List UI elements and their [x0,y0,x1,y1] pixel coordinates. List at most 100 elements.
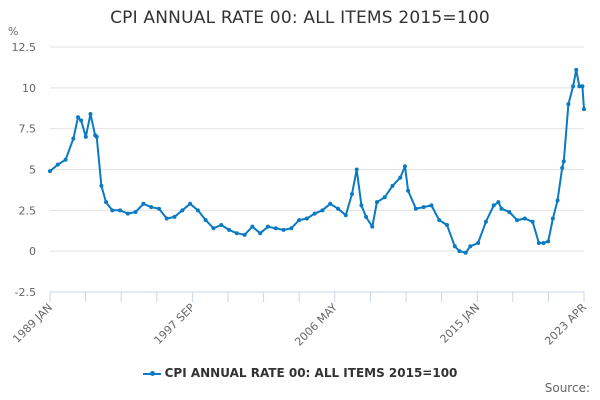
data-point[interactable] [281,227,286,232]
data-point[interactable] [203,218,208,223]
data-point[interactable] [566,102,571,107]
data-point[interactable] [370,224,375,229]
data-point[interactable] [328,201,333,206]
data-point[interactable] [320,208,325,213]
y-tick-label: 12.5 [12,41,37,54]
data-point[interactable] [94,134,99,139]
data-point[interactable] [437,218,442,223]
data-point[interactable] [55,162,60,167]
data-point[interactable] [188,201,193,206]
data-point[interactable] [561,159,566,164]
data-point[interactable] [141,201,146,206]
data-point[interactable] [312,211,317,216]
data-point[interactable] [413,206,418,211]
data-point[interactable] [515,218,520,223]
data-point[interactable] [242,232,247,237]
data-point[interactable] [374,200,379,205]
legend-label: CPI ANNUAL RATE 00: ALL ITEMS 2015=100 [164,366,458,380]
data-point[interactable] [354,167,359,172]
data-point[interactable] [550,216,555,221]
data-point[interactable] [110,208,115,213]
data-point[interactable] [227,227,232,232]
data-point[interactable] [164,216,169,221]
data-point[interactable] [496,200,501,205]
data-point[interactable] [180,208,185,213]
data-point[interactable] [336,206,341,211]
data-point[interactable] [289,226,294,231]
y-tick-label: 2.5 [19,204,37,217]
x-tick-label: 2023 APR [542,301,589,348]
source-label: Source: [544,381,590,395]
data-point[interactable] [172,214,177,219]
data-point[interactable] [297,218,302,223]
data-point[interactable] [359,203,364,208]
data-point[interactable] [364,214,369,219]
data-point[interactable] [304,216,309,221]
data-point[interactable] [421,205,426,210]
data-point[interactable] [582,107,586,112]
x-tick-label: 1989 JAN [10,301,55,346]
data-point[interactable] [76,115,81,120]
data-point[interactable] [402,164,407,169]
data-point[interactable] [125,211,130,216]
data-point[interactable] [273,226,278,231]
y-unit-label: % [8,25,18,38]
data-point[interactable] [507,209,512,214]
data-point[interactable] [463,250,468,255]
data-point[interactable] [555,198,560,203]
data-point[interactable] [234,231,239,236]
data-point[interactable] [546,239,551,244]
data-point[interactable] [541,241,546,245]
data-point[interactable] [476,241,481,245]
data-point[interactable] [118,208,123,213]
data-point[interactable] [250,224,255,229]
x-tick-label: 2006 MAY [292,301,340,349]
data-point[interactable] [133,209,138,214]
data-point[interactable] [560,165,565,170]
data-point[interactable] [522,216,527,221]
data-point[interactable] [211,226,216,231]
legend[interactable]: CPI ANNUAL RATE 00: ALL ITEMS 2015=100 [0,366,600,380]
data-point[interactable] [219,223,224,228]
y-tick-label: 7.5 [19,123,37,136]
y-tick-label: -2.5 [15,286,36,299]
data-point[interactable] [580,84,585,89]
data-point[interactable] [499,206,504,211]
legend-swatch-icon [142,370,161,376]
data-point[interactable] [99,183,104,188]
data-point[interactable] [265,224,270,229]
data-point[interactable] [468,244,473,249]
data-point[interactable] [63,157,68,162]
data-point[interactable] [574,67,579,72]
data-point[interactable] [350,192,355,196]
data-point[interactable] [104,200,109,205]
data-point[interactable] [429,203,434,208]
data-point[interactable] [195,208,200,213]
data-point[interactable] [390,183,395,188]
data-point[interactable] [149,205,154,210]
data-point[interactable] [530,219,535,224]
data-point[interactable] [452,244,457,249]
data-point[interactable] [71,136,76,141]
data-point[interactable] [382,195,387,200]
data-point[interactable] [88,111,93,116]
data-point[interactable] [398,175,403,180]
grid-lines [50,46,584,252]
data-point[interactable] [483,219,488,224]
y-tick-label: 5 [29,164,36,177]
data-point[interactable] [406,188,411,193]
data-point[interactable] [156,206,161,211]
data-point[interactable] [79,118,84,123]
y-axis: % -2.5 0 2.5 5 7.5 10 12.5 [8,25,36,299]
data-point[interactable] [457,249,462,254]
data-point[interactable] [571,84,576,89]
data-point[interactable] [577,84,582,89]
data-point[interactable] [343,213,348,218]
data-point[interactable] [491,203,496,208]
data-point[interactable] [536,241,541,245]
data-point[interactable] [444,223,449,228]
data-point[interactable] [258,231,263,236]
data-point[interactable] [48,169,52,174]
data-point[interactable] [83,134,88,139]
